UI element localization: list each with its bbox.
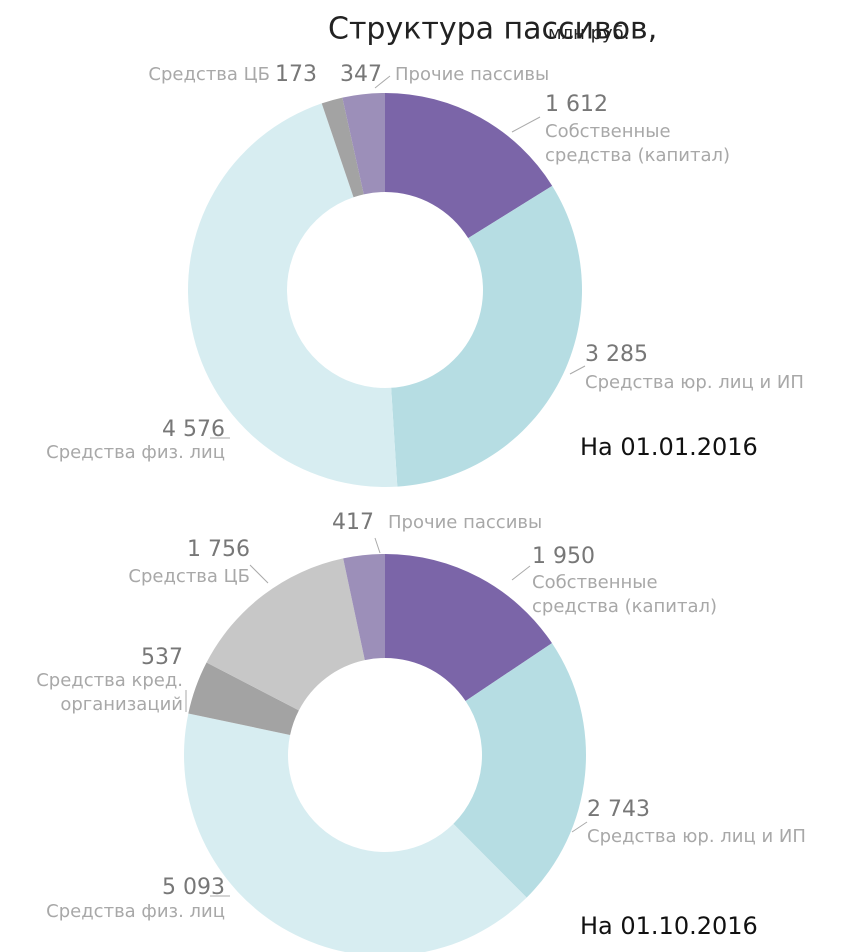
leader-line	[249, 564, 269, 584]
slice-name: Средства юр. лиц и ИП	[585, 372, 804, 393]
value-label: 2 743	[587, 797, 650, 822]
leader-line	[569, 365, 586, 375]
donut-slice	[385, 93, 553, 239]
donut-slice	[453, 643, 586, 898]
value-label: 1 756	[187, 537, 250, 562]
leader-line	[571, 821, 588, 833]
donut-slice	[321, 97, 364, 198]
slice-name: Средства ЦБ	[148, 64, 270, 85]
leader-line	[374, 537, 381, 554]
value-label: 347	[340, 62, 382, 87]
value-label: 1 612	[545, 92, 608, 117]
leader-line	[511, 116, 541, 133]
slice-name: Средства ЦБ	[128, 566, 250, 587]
value-label: 173	[275, 62, 317, 87]
value-label: 1 950	[532, 544, 595, 569]
donut-slice	[385, 554, 552, 702]
value-label: 417	[332, 510, 374, 535]
slice-name: Средства юр. лиц и ИП	[587, 826, 806, 847]
value-label: 537	[141, 645, 183, 670]
donut-slice	[188, 103, 398, 488]
chart-subtitle: млн руб.	[548, 23, 629, 44]
slice-name: Средства физ. лиц	[46, 442, 225, 463]
chart-title: Структура пассивов,	[328, 12, 657, 47]
donut-slice	[391, 185, 582, 487]
donut-slice	[188, 662, 299, 735]
chart-caption: На 01.10.2016	[580, 912, 758, 940]
slice-name: Средства кред. организаций	[36, 670, 183, 715]
value-label: 3 285	[585, 342, 648, 367]
slice-name: Собственные средства (капитал)	[532, 572, 717, 617]
donut-slice	[343, 554, 385, 661]
donut-slice	[342, 93, 385, 195]
leader-line	[511, 565, 531, 581]
leader-line	[374, 75, 391, 89]
slice-name: Прочие пассивы	[388, 512, 542, 533]
donut-slice	[184, 713, 527, 952]
donut-slice	[206, 558, 365, 711]
slice-name: Средства физ. лиц	[46, 901, 225, 922]
chart-caption: На 01.01.2016	[580, 433, 758, 461]
slice-name: Собственные средства (капитал)	[545, 121, 730, 166]
slice-name: Прочие пассивы	[395, 64, 549, 85]
